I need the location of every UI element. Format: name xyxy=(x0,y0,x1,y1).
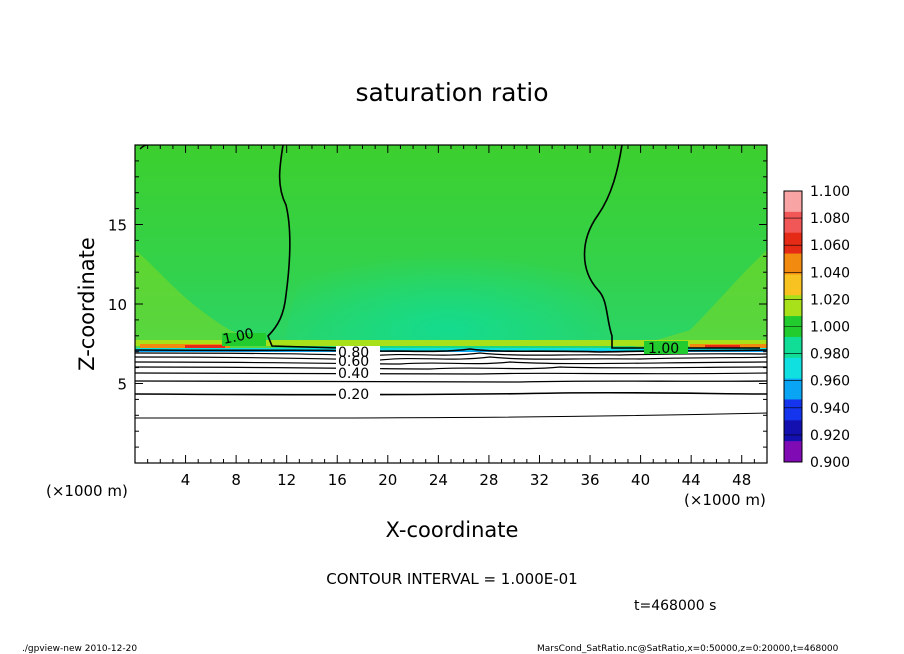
colorbar-segment xyxy=(784,378,802,400)
colorbar: 1.100 1.080 1.060 1.040 1.020 1.000 0.980 0.960… xyxy=(783,184,850,471)
red-left xyxy=(185,345,225,348)
y-axis-title: Z-coordinate xyxy=(75,237,99,371)
colorbar-segment xyxy=(784,420,802,442)
colorbar-label: 1.020 xyxy=(810,292,850,308)
colorbar-label: 1.040 xyxy=(810,265,850,281)
colorbar-segment xyxy=(784,253,802,275)
y-tick-label: 15 xyxy=(108,217,127,235)
super-layer xyxy=(135,340,767,346)
colorbar-segment xyxy=(784,357,802,380)
contour-label-4: 0.60 xyxy=(338,354,369,370)
colorbar-segment xyxy=(784,295,802,317)
colorbar-label: 0.980 xyxy=(810,347,850,363)
colorbar-segment xyxy=(784,274,802,296)
footer-right: MarsCond_SatRatio.nc@SatRatio,x=0:50000,… xyxy=(537,644,839,654)
plot-field: 1.00 1.00 0.80 0.60 0.40 0.20 xyxy=(135,145,767,419)
middle-pocket xyxy=(285,221,612,348)
colorbar-label: 1.100 xyxy=(810,184,850,200)
colorbar-segment xyxy=(784,191,802,213)
colorbar-segment xyxy=(784,441,802,463)
contour-label-6: 0.20 xyxy=(338,387,369,403)
contour-1.00-right xyxy=(583,145,760,349)
x-tick-label: 28 xyxy=(479,471,498,489)
time-text: t=468000 s xyxy=(634,598,716,614)
colorbar-segment xyxy=(784,232,802,255)
red-right xyxy=(705,345,740,348)
x-tick-label: 4 xyxy=(181,471,191,489)
boundary-strip xyxy=(135,348,767,351)
x-tick-label: 16 xyxy=(328,471,347,489)
colorbar-label: 0.920 xyxy=(810,428,850,444)
colorbar-label: 1.080 xyxy=(810,211,850,227)
x-tick-label: 8 xyxy=(231,471,241,489)
x-axis-title: X-coordinate xyxy=(386,518,519,542)
x-tick-label: 48 xyxy=(732,471,751,489)
contour-label-1: 1.00 xyxy=(222,326,256,348)
colorbar-label: 1.060 xyxy=(810,238,850,254)
colorbar-label: 0.900 xyxy=(810,455,850,471)
y-unit-label: (×1000 m) xyxy=(46,482,128,500)
x-tick-label: 24 xyxy=(429,471,448,489)
x-axis-ticks: 4 8 12 16 20 24 28 32 36 40 44 48 xyxy=(147,145,755,489)
x-tick-label: 20 xyxy=(378,471,397,489)
edge-left-band xyxy=(135,250,275,348)
colorbar-label: 0.940 xyxy=(810,401,850,417)
colorbar-segment xyxy=(784,211,802,234)
colorbar-label: 0.960 xyxy=(810,374,850,390)
y-axis-ticks: 5 10 15 xyxy=(108,160,767,448)
y-tick-label: 10 xyxy=(108,296,127,314)
lower-contours xyxy=(135,348,767,419)
contour-label-2: 1.00 xyxy=(648,341,679,357)
footer-left: ./gpview-new 2010-12-20 xyxy=(22,644,137,654)
x-unit-label: (×1000 m) xyxy=(684,491,766,509)
x-tick-label: 44 xyxy=(682,471,701,489)
x-tick-label: 32 xyxy=(530,471,549,489)
contour-label-5: 0.40 xyxy=(338,366,369,382)
contour-1.00-left xyxy=(267,145,341,349)
contour-interval-text: CONTOUR INTERVAL = 1.000E-01 xyxy=(326,570,577,588)
colorbar-segment xyxy=(784,399,802,421)
y-tick-label: 5 xyxy=(117,376,127,394)
x-tick-label: 12 xyxy=(277,471,296,489)
contour-label-3: 0.80 xyxy=(338,345,369,361)
colorbar-segment xyxy=(784,336,802,359)
colorbar-label: 1.000 xyxy=(810,320,850,336)
x-tick-label: 36 xyxy=(580,471,599,489)
x-tick-label: 40 xyxy=(631,471,650,489)
edge-right-band xyxy=(630,250,767,348)
chart-title: saturation ratio xyxy=(355,78,548,107)
